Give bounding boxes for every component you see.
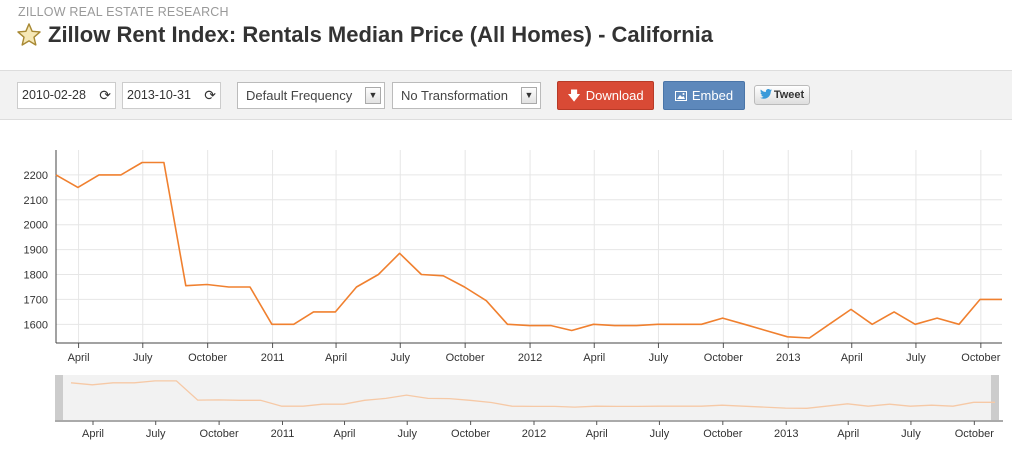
navigator-right-handle[interactable] — [991, 375, 999, 420]
y-tick-label: 2100 — [24, 195, 48, 207]
x-tick-label: April — [68, 352, 90, 364]
start-date-input[interactable]: 2010-02-28 ⟳ — [17, 82, 116, 109]
end-date-input[interactable]: 2013-10-31 ⟳ — [122, 82, 221, 109]
navigator-tick-label: July — [901, 428, 921, 440]
title-row: Zillow Rent Index: Rentals Median Price … — [16, 22, 713, 48]
navigator-tick-label: 2013 — [774, 428, 798, 440]
frequency-select[interactable]: Default Frequency ▼ — [237, 82, 385, 109]
download-button[interactable]: 🡇 Download — [557, 81, 654, 110]
x-tick-label: April — [325, 352, 347, 364]
y-tick-label: 2000 — [24, 220, 48, 232]
x-tick-label: July — [133, 352, 153, 364]
navigator-tick-label: October — [451, 428, 490, 440]
chart-grid — [56, 150, 1002, 343]
twitter-bird-icon — [759, 86, 772, 104]
end-date-value: 2013-10-31 — [127, 88, 191, 102]
start-date-value: 2010-02-28 — [22, 88, 86, 102]
x-tick-label: October — [704, 352, 743, 364]
refresh-icon[interactable]: ⟳ — [99, 87, 111, 103]
page-title: Zillow Rent Index: Rentals Median Price … — [48, 22, 713, 47]
y-tick-label: 1700 — [24, 294, 48, 306]
x-tick-label: 2012 — [518, 352, 542, 364]
navigator-left-handle[interactable] — [55, 375, 63, 420]
x-tick-label: April — [841, 352, 863, 364]
series-line — [55, 161, 1002, 339]
navigator-tick-label: April — [334, 428, 356, 440]
transformation-select[interactable]: No Transformation ▼ — [392, 82, 541, 109]
y-tick-label: 1600 — [24, 319, 48, 331]
navigator-tick-label: April — [82, 428, 104, 440]
embed-button[interactable]: Embed — [663, 81, 745, 110]
x-tick-label: 2013 — [776, 352, 800, 364]
navigator-tick-label: April — [837, 428, 859, 440]
navigator-tick-label: October — [703, 428, 742, 440]
x-tick-label: July — [649, 352, 669, 364]
embed-label: Embed — [691, 88, 734, 103]
y-tick-label: 1900 — [24, 245, 48, 257]
x-tick-label: October — [961, 352, 1000, 364]
navigator-tick-label: 2011 — [271, 428, 295, 440]
image-icon — [674, 82, 687, 109]
transformation-value: No Transformation — [401, 88, 508, 103]
navigator-selection[interactable] — [62, 375, 995, 420]
chart-axes — [55, 150, 1002, 348]
download-arrow-icon: 🡇 — [567, 88, 581, 103]
y-tick-label: 2200 — [24, 170, 48, 182]
y-tick-label: 1800 — [24, 270, 48, 282]
toolbar: 2010-02-28 ⟳ 2013-10-31 ⟳ Default Freque… — [0, 70, 1012, 120]
refresh-icon[interactable]: ⟳ — [204, 87, 216, 103]
navigator-tick-label: July — [650, 428, 670, 440]
chart-labels: 1600 1700 1800 1900 2000 2100 2200 April July Oct… — [24, 170, 1001, 364]
x-tick-label: October — [446, 352, 485, 364]
navigator-series-line — [70, 380, 995, 409]
tweet-button[interactable]: Tweet — [754, 85, 810, 105]
navigator-tick-label: 2012 — [522, 428, 546, 440]
chevron-down-icon[interactable]: ▼ — [521, 87, 537, 104]
x-tick-label: July — [390, 352, 410, 364]
source-label: ZILLOW REAL ESTATE RESEARCH — [18, 5, 229, 19]
range-navigator[interactable]: April July October 2011 April July October 2012… — [55, 375, 1003, 440]
chart-series — [55, 161, 1002, 339]
chevron-down-icon[interactable]: ▼ — [365, 87, 381, 104]
download-label: Download — [585, 88, 644, 103]
navigator-tick-label: July — [397, 428, 417, 440]
x-tick-label: July — [906, 352, 926, 364]
x-tick-label: 2011 — [261, 352, 285, 364]
navigator-tick-label: October — [200, 428, 239, 440]
frequency-value: Default Frequency — [246, 88, 353, 103]
star-icon[interactable] — [16, 22, 42, 48]
x-tick-label: April — [583, 352, 605, 364]
navigator-tick-label: October — [955, 428, 994, 440]
x-tick-label: October — [188, 352, 227, 364]
navigator-tick-label: April — [586, 428, 608, 440]
tweet-label: Tweet — [773, 89, 805, 101]
navigator-tick-label: July — [146, 428, 166, 440]
